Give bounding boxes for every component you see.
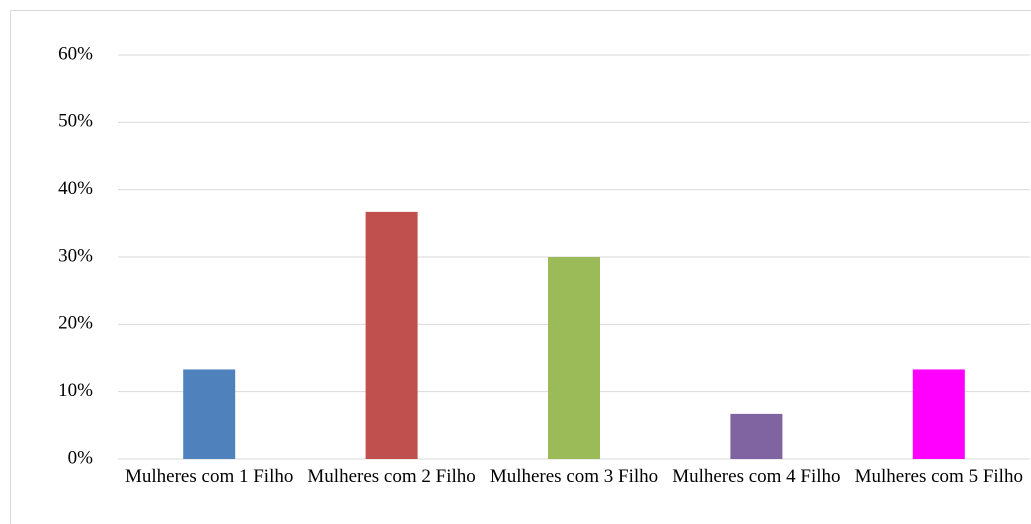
- bar: [183, 369, 236, 459]
- y-tick-label: 50%: [58, 111, 93, 132]
- y-tick-label: 60%: [58, 43, 93, 64]
- bar: [912, 369, 965, 459]
- y-tick-label: 20%: [58, 313, 93, 334]
- bar: [365, 211, 418, 459]
- y-tick-label: 0%: [68, 447, 94, 468]
- x-tick-label: Mulheres com 3 Filho: [489, 466, 659, 487]
- chart-frame: [10, 10, 1031, 524]
- x-tick-label: Mulheres com 1 Filho: [125, 466, 294, 487]
- x-tick-label: Mulheres com 5 Filho: [854, 466, 1023, 487]
- y-tick-label: 10%: [58, 380, 93, 401]
- x-tick-label: Mulheres com 4 Filho: [672, 466, 841, 487]
- y-tick-label: 30%: [58, 245, 93, 266]
- x-tick-label: Mulheres com 2 Filho: [307, 466, 476, 487]
- y-tick-label: 40%: [58, 178, 93, 199]
- bar: [730, 413, 783, 459]
- bar: [548, 257, 600, 459]
